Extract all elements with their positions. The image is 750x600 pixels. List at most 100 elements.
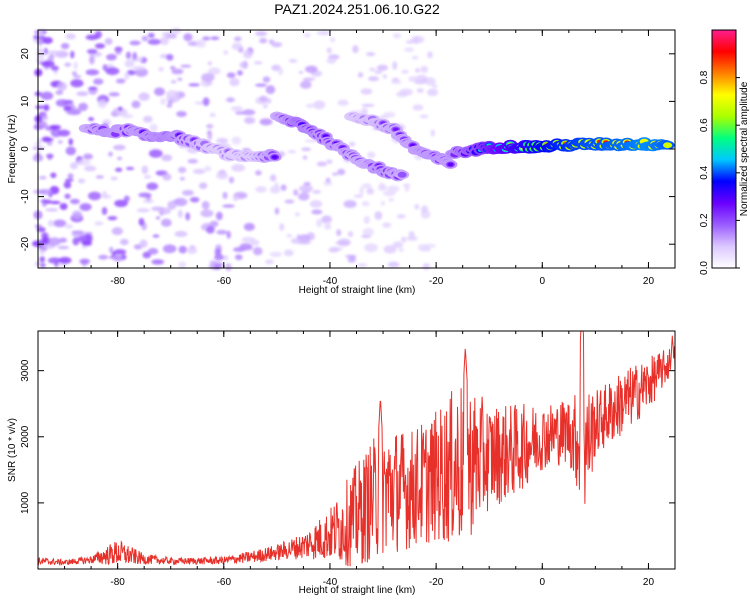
heatmap-noise-blob [288,58,298,63]
heatmap-noise-blob [298,70,304,75]
heatmap-noise-blob [36,227,46,233]
heatmap-noise-blob [155,216,160,220]
heatmap-noise-blob [231,136,242,145]
heatmap-noise-blob [50,128,62,138]
heatmap-noise-blob [79,203,92,211]
heatmap-noise-blob [353,194,364,198]
top-plot: -80 -60 -40 -20 0 20 -20 -10 0 10 20 Height of st… [7,27,676,296]
heatmap-noise-blob [208,67,221,75]
heatmap-noise-blob [411,55,419,60]
heatmap-noise-blob [108,92,120,97]
colorbar-gradient [712,30,736,268]
colorbar-frame [711,29,737,269]
heatmap-noise-blob [115,78,126,84]
heatmap-noise-blob [129,40,141,46]
heatmap-noise-blob [242,49,253,59]
heatmap-noise-blob [57,140,63,144]
heatmap-noise-blob [427,51,433,59]
heatmap-noise-blob [202,36,211,41]
heatmap-noise-blob [171,68,184,75]
heatmap-noise-blob [403,47,415,52]
heatmap-noise-blob [152,234,160,238]
heatmap-noise-blob [414,80,427,85]
heatmap-noise-blob [177,209,183,219]
heatmap-noise-blob [139,239,148,248]
heatmap-noise-blob [202,97,210,107]
heatmap-noise-blob [360,88,373,95]
heatmap-noise-blob [408,76,420,82]
heatmap-noise-blob [404,184,410,192]
y-tick-label: -20 [20,237,31,252]
heatmap-noise-blob [79,258,90,265]
x-tick-label: -80 [110,577,125,588]
colorbar-tick-label: 0.6 [699,118,710,132]
heatmap-noise-blob [234,254,243,261]
heatmap-noise-blob [419,114,429,119]
heatmap-noise-blob [316,161,327,167]
heatmap-noise-blob [390,80,402,85]
heatmap-noise-blob [231,42,243,51]
heatmap-noise-blob [422,263,431,270]
heatmap-noise-blob [166,54,174,61]
heatmap-noise-blob [50,172,57,179]
heatmap-noise-blob [141,35,149,42]
heatmap-noise-blob [124,59,135,68]
heatmap-noise-blob [383,111,396,118]
heatmap-noise-blob [113,144,126,151]
heatmap-noise-blob [47,219,55,227]
heatmap-noise-blob [361,201,370,207]
heatmap-noise-blob [225,262,232,272]
heatmap-noise-blob [68,138,74,146]
heatmap-noise-blob [223,255,229,261]
heatmap-noise-blob [359,186,364,196]
heatmap-noise-blob [400,236,407,243]
heatmap-noise-blob [259,95,268,103]
heatmap-noise-blob [255,186,267,193]
heatmap-noise-blob [37,138,42,143]
ridge-mid [397,171,407,178]
heatmap-noise-blob [392,33,402,39]
heatmap-noise-blob [387,185,400,193]
heatmap-noise-blob [280,184,287,191]
heatmap-noise-blob [265,259,274,265]
heatmap-noise-blob [377,184,387,191]
heatmap-noise-blob [138,218,145,226]
heatmap-noise-blob [279,223,285,231]
heatmap-noise-blob [161,154,173,162]
heatmap-noise-blob [356,263,368,267]
heatmap-noise-blob [83,153,93,160]
heatmap-noise-blob [253,61,263,65]
heatmap-noise-blob [125,166,135,171]
heatmap-noise-blob [325,177,331,183]
heatmap-noise-blob [185,212,191,221]
heatmap-noise-blob [209,112,216,118]
heatmap-noise-blob [87,86,98,90]
heatmap-noise-blob [55,99,69,107]
heatmap-noise-blob [106,53,117,61]
heatmap-noise-blob [94,221,104,226]
heatmap-noise-blob [277,67,284,76]
heatmap-noise-blob [117,106,123,111]
heatmap-noise-blob [64,224,74,229]
heatmap-noise-blob [274,207,280,215]
heatmap-noise-blob [174,230,188,238]
heatmap-noise-blob [82,240,93,246]
heatmap-noise-blob [101,206,108,216]
heatmap-noise-blob [413,36,419,45]
heatmap-noise [32,27,439,272]
heatmap-noise-blob [59,202,68,211]
snr-series-line [37,330,676,567]
heatmap-noise-blob [207,131,213,141]
colorbar-tick-label: 0.2 [699,213,710,227]
heatmap-noise-blob [132,65,146,71]
heatmap-noise-blob [398,248,404,252]
heatmap-noise-blob [179,176,185,181]
heatmap-noise-blob [303,33,311,38]
heatmap-ridges [78,111,675,182]
heatmap-noise-blob [160,218,172,227]
heatmap-noise-blob [35,105,45,110]
heatmap-noise-blob [84,165,97,172]
heatmap-noise-blob [259,118,273,126]
heatmap-noise-blob [40,199,52,203]
heatmap-noise-blob [237,70,243,76]
